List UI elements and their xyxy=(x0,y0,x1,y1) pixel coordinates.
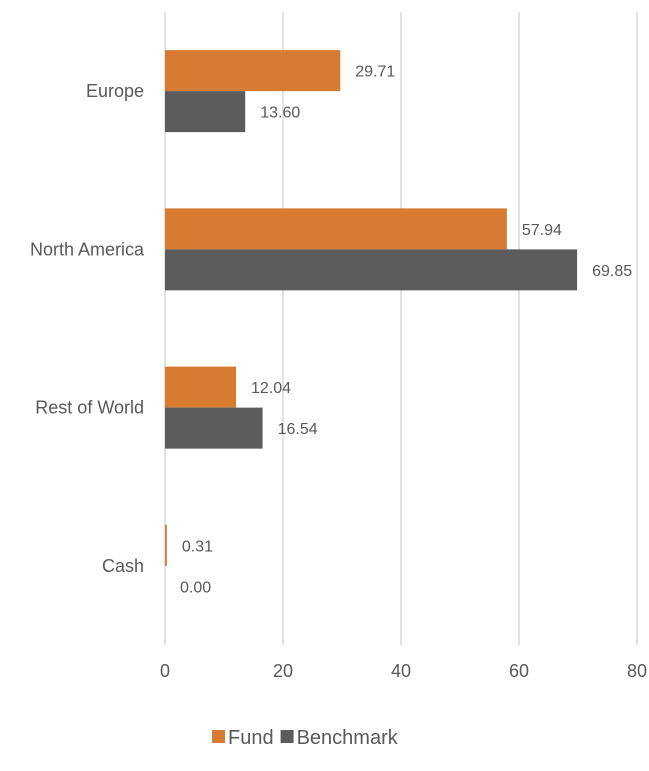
bar-benchmark-rest-of-world xyxy=(165,407,263,449)
x-tick-label-80: 80 xyxy=(627,661,647,681)
legend-label-benchmark: Benchmark xyxy=(297,727,399,749)
bars xyxy=(165,50,578,566)
bar-benchmark-north-america xyxy=(165,249,578,291)
bar-fund-cash xyxy=(165,524,167,566)
category-label-north-america: North America xyxy=(30,239,145,259)
legend-swatch-fund xyxy=(212,730,225,743)
data-label-fund-rest-of-world: 12.04 xyxy=(251,380,291,397)
x-tick-label-60: 60 xyxy=(509,661,529,681)
bar-fund-rest-of-world xyxy=(165,366,237,408)
legend-swatch-benchmark xyxy=(280,730,294,743)
data-label-benchmark-rest-of-world: 16.54 xyxy=(278,421,318,438)
data-label-benchmark-europe: 13.60 xyxy=(260,105,300,122)
legend-label-fund: Fund xyxy=(228,727,274,749)
legend: Fund Benchmark xyxy=(212,727,399,749)
data-labels: 29.71 13.60 57.94 69.85 12.04 16.54 0.31 0.00 xyxy=(180,64,632,597)
x-axis-tick-labels: 0 20 40 60 80 xyxy=(160,661,647,681)
data-label-fund-north-america: 57.94 xyxy=(522,222,562,239)
category-labels: Europe North America Rest of World Cash xyxy=(30,81,145,576)
x-tick-label-0: 0 xyxy=(160,661,170,681)
data-label-fund-cash: 0.31 xyxy=(182,538,213,555)
category-label-cash: Cash xyxy=(102,556,144,576)
bar-benchmark-europe xyxy=(165,91,246,133)
data-label-benchmark-north-america: 69.85 xyxy=(592,263,632,280)
category-label-rest-of-world: Rest of World xyxy=(35,398,144,418)
x-tick-label-40: 40 xyxy=(391,661,411,681)
data-label-benchmark-cash: 0.00 xyxy=(180,579,211,596)
bar-fund-europe xyxy=(165,50,341,92)
x-tick-label-20: 20 xyxy=(273,661,293,681)
category-label-europe: Europe xyxy=(86,81,144,101)
bar-fund-north-america xyxy=(165,208,507,250)
data-label-fund-europe: 29.71 xyxy=(355,64,395,81)
